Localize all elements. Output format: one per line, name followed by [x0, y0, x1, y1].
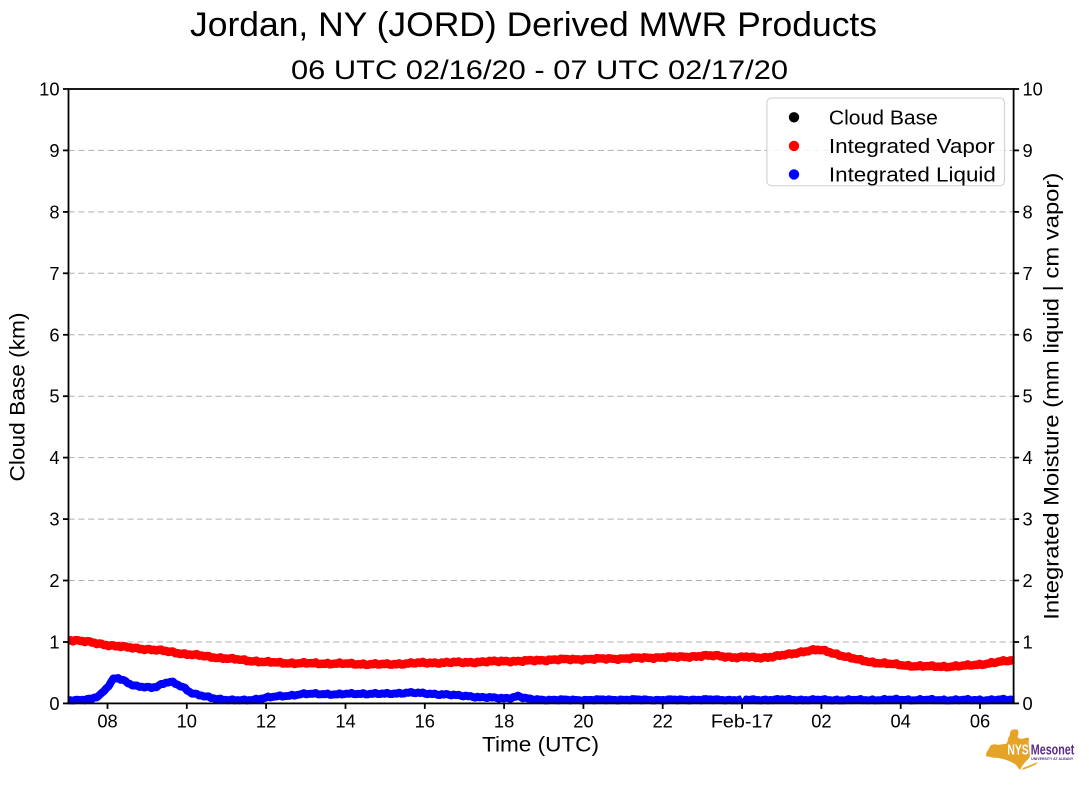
- svg-text:18: 18: [494, 711, 514, 732]
- svg-text:Time (UTC): Time (UTC): [482, 734, 599, 757]
- svg-text:5: 5: [49, 386, 59, 407]
- svg-text:10: 10: [177, 711, 197, 732]
- svg-text:8: 8: [1023, 201, 1033, 222]
- svg-text:7: 7: [49, 263, 59, 284]
- svg-text:4: 4: [49, 447, 59, 468]
- svg-text:06: 06: [970, 711, 990, 732]
- svg-text:Mesonet: Mesonet: [1031, 743, 1075, 759]
- svg-text:6: 6: [1023, 324, 1033, 345]
- svg-text:Jordan, NY (JORD) Derived MWR: Jordan, NY (JORD) Derived MWR Products: [190, 6, 877, 44]
- svg-text:Integrated Liquid: Integrated Liquid: [829, 165, 996, 187]
- svg-text:3: 3: [1023, 509, 1033, 530]
- svg-text:10: 10: [39, 79, 59, 100]
- svg-text:1: 1: [49, 632, 59, 653]
- svg-text:06 UTC 02/16/20 - 07 UTC 02/17: 06 UTC 02/16/20 - 07 UTC 02/17/20: [291, 55, 788, 85]
- svg-text:14: 14: [335, 711, 355, 732]
- svg-text:22: 22: [653, 711, 673, 732]
- svg-text:Integrated Moisture (mm liquid: Integrated Moisture (mm liquid | cm vapo…: [1041, 173, 1064, 620]
- svg-text:1: 1: [1023, 632, 1033, 653]
- svg-text:04: 04: [891, 711, 911, 732]
- svg-text:6: 6: [49, 324, 59, 345]
- svg-text:0: 0: [49, 693, 59, 714]
- svg-text:5: 5: [1023, 386, 1033, 407]
- svg-text:02: 02: [811, 711, 831, 732]
- svg-text:Feb-17: Feb-17: [711, 711, 774, 732]
- svg-text:08: 08: [97, 711, 117, 732]
- svg-text:7: 7: [1023, 263, 1033, 284]
- svg-text:3: 3: [49, 509, 59, 530]
- svg-text:2: 2: [1023, 570, 1033, 591]
- svg-text:4: 4: [1023, 447, 1033, 468]
- svg-text:16: 16: [415, 711, 435, 732]
- svg-text:0: 0: [1023, 693, 1033, 714]
- svg-text:Cloud Base: Cloud Base: [829, 108, 938, 130]
- svg-text:12: 12: [256, 711, 276, 732]
- svg-text:8: 8: [49, 201, 59, 222]
- svg-text:Integrated Vapor: Integrated Vapor: [829, 136, 995, 158]
- svg-text:10: 10: [1023, 79, 1043, 100]
- svg-text:UNIVERSITY AT ALBANY: UNIVERSITY AT ALBANY: [1031, 757, 1074, 761]
- svg-text:9: 9: [49, 140, 59, 161]
- svg-text:Cloud Base (km): Cloud Base (km): [7, 313, 30, 482]
- svg-text:2: 2: [49, 570, 59, 591]
- svg-text:9: 9: [1023, 140, 1033, 161]
- svg-text:NYS: NYS: [1007, 743, 1028, 759]
- svg-text:20: 20: [573, 711, 593, 732]
